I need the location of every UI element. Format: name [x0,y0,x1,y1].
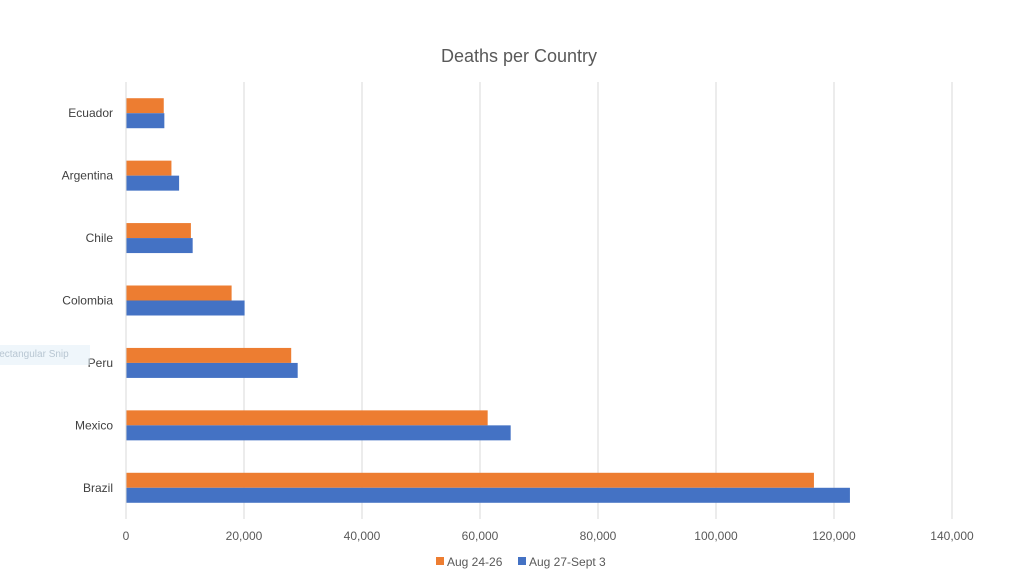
bar [126,362,298,378]
x-axis-tick-labels: 0 20,000 40,000 60,000 80,000 100,000 120,000 1… [123,529,974,543]
category-label: Colombia [62,294,113,308]
bar [126,472,814,488]
category-label: Chile [86,231,114,245]
category-label: Mexico [75,418,113,432]
rectangular-snip-overlay: Rectangular Snip [0,345,90,365]
x-tick-label: 40,000 [344,529,381,543]
legend-swatch [436,557,444,565]
category-label: Brazil [83,481,113,495]
x-tick-label: 100,000 [694,529,738,543]
x-tick-label: 140,000 [930,529,974,543]
bar [126,285,232,301]
x-tick-label: 80,000 [580,529,617,543]
category-label: Ecuador [68,106,113,120]
bar [126,175,180,191]
x-tick-label: 60,000 [462,529,499,543]
legend-swatch [518,557,526,565]
bar [126,347,292,363]
bar [126,98,164,114]
category-label: Peru [88,356,113,370]
legend-label: Aug 24-26 [447,555,503,569]
legend: Aug 24-26 Aug 27-Sept 3 [436,555,606,569]
bar [126,425,511,441]
chart-title: Deaths per Country [441,46,597,66]
x-tick-label: 20,000 [226,529,263,543]
bar [126,487,850,503]
bar [126,160,172,176]
bar [126,113,165,129]
bar [126,300,245,316]
bars [126,98,850,503]
bar [126,410,488,426]
x-tick-label: 120,000 [812,529,856,543]
grid-lines [243,82,953,519]
y-axis-category-labels: Brazil Mexico Peru Colombia Chile Argentina Ec… [62,106,114,495]
legend-label: Aug 27-Sept 3 [529,555,606,569]
bar [126,223,191,239]
x-tick-label: 0 [123,529,130,543]
category-label: Argentina [62,169,114,183]
bar [126,238,193,254]
